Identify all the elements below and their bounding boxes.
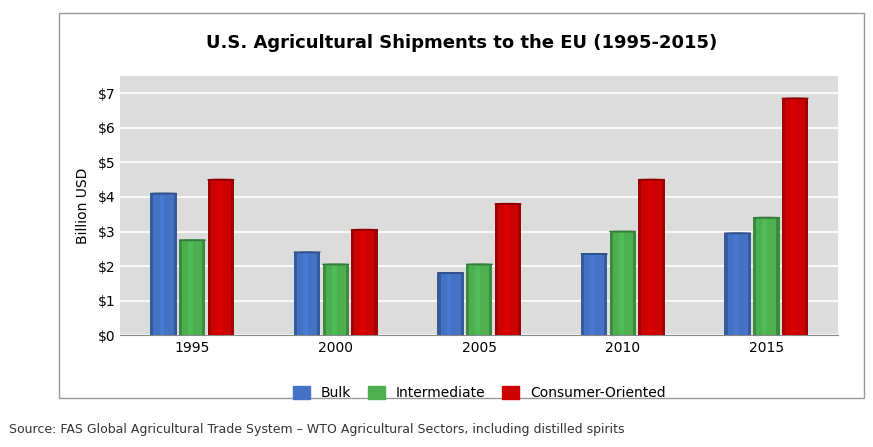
- Bar: [160, 194, 164, 335]
- Bar: [776, 218, 780, 335]
- Bar: [762, 218, 767, 335]
- Ellipse shape: [609, 231, 636, 232]
- Bar: [375, 230, 378, 335]
- Ellipse shape: [294, 252, 320, 253]
- Bar: [189, 240, 193, 335]
- Bar: [294, 252, 297, 335]
- Bar: [495, 204, 521, 335]
- Ellipse shape: [581, 253, 608, 254]
- Bar: [662, 180, 664, 335]
- Bar: [725, 233, 727, 335]
- Bar: [322, 264, 326, 335]
- Bar: [303, 252, 308, 335]
- Bar: [633, 232, 636, 335]
- Text: U.S. Agricultural Shipments to the EU (1995-2015): U.S. Agricultural Shipments to the EU (1…: [206, 34, 718, 51]
- Bar: [351, 230, 378, 335]
- Bar: [518, 204, 521, 335]
- Bar: [179, 240, 205, 335]
- Bar: [466, 264, 492, 335]
- Bar: [179, 240, 182, 335]
- Bar: [231, 180, 234, 335]
- Bar: [609, 232, 636, 335]
- Bar: [590, 254, 595, 335]
- Text: Source: FAS Global Agricultural Trade System – WTO Agricultural Sectors, includi: Source: FAS Global Agricultural Trade Sy…: [9, 423, 624, 436]
- Bar: [461, 273, 464, 335]
- Bar: [174, 194, 176, 335]
- Bar: [638, 180, 642, 335]
- Ellipse shape: [495, 203, 521, 204]
- Bar: [581, 254, 608, 335]
- Bar: [150, 194, 154, 335]
- Bar: [489, 264, 492, 335]
- Y-axis label: Billion USD: Billion USD: [76, 168, 90, 244]
- Bar: [346, 264, 349, 335]
- Bar: [150, 194, 176, 335]
- Ellipse shape: [437, 273, 464, 274]
- Bar: [317, 252, 320, 335]
- Ellipse shape: [208, 179, 234, 180]
- Bar: [208, 180, 211, 335]
- Bar: [332, 264, 337, 335]
- Bar: [351, 230, 354, 335]
- Legend: Bulk, Intermediate, Consumer-Oriented: Bulk, Intermediate, Consumer-Oriented: [293, 386, 665, 400]
- Bar: [725, 233, 751, 335]
- Bar: [782, 98, 808, 335]
- Bar: [466, 264, 470, 335]
- Bar: [495, 204, 498, 335]
- Bar: [437, 273, 464, 335]
- Bar: [782, 98, 785, 335]
- Bar: [638, 180, 664, 335]
- Bar: [475, 264, 480, 335]
- Bar: [208, 180, 234, 335]
- Ellipse shape: [638, 179, 664, 180]
- Bar: [609, 232, 613, 335]
- Bar: [733, 233, 739, 335]
- Bar: [361, 230, 365, 335]
- Ellipse shape: [466, 264, 492, 265]
- Ellipse shape: [725, 233, 751, 234]
- Bar: [753, 218, 780, 335]
- Ellipse shape: [150, 193, 176, 194]
- Ellipse shape: [753, 217, 780, 218]
- Bar: [747, 233, 751, 335]
- Ellipse shape: [322, 264, 349, 265]
- Bar: [753, 218, 756, 335]
- Bar: [504, 204, 509, 335]
- Bar: [203, 240, 205, 335]
- Bar: [648, 180, 652, 335]
- Bar: [294, 252, 320, 335]
- Ellipse shape: [782, 98, 808, 99]
- Bar: [437, 273, 441, 335]
- Bar: [217, 180, 222, 335]
- Bar: [805, 98, 808, 335]
- Bar: [581, 254, 584, 335]
- Bar: [619, 232, 623, 335]
- Bar: [447, 273, 451, 335]
- Ellipse shape: [351, 229, 378, 230]
- Bar: [604, 254, 608, 335]
- Bar: [791, 98, 796, 335]
- Bar: [322, 264, 349, 335]
